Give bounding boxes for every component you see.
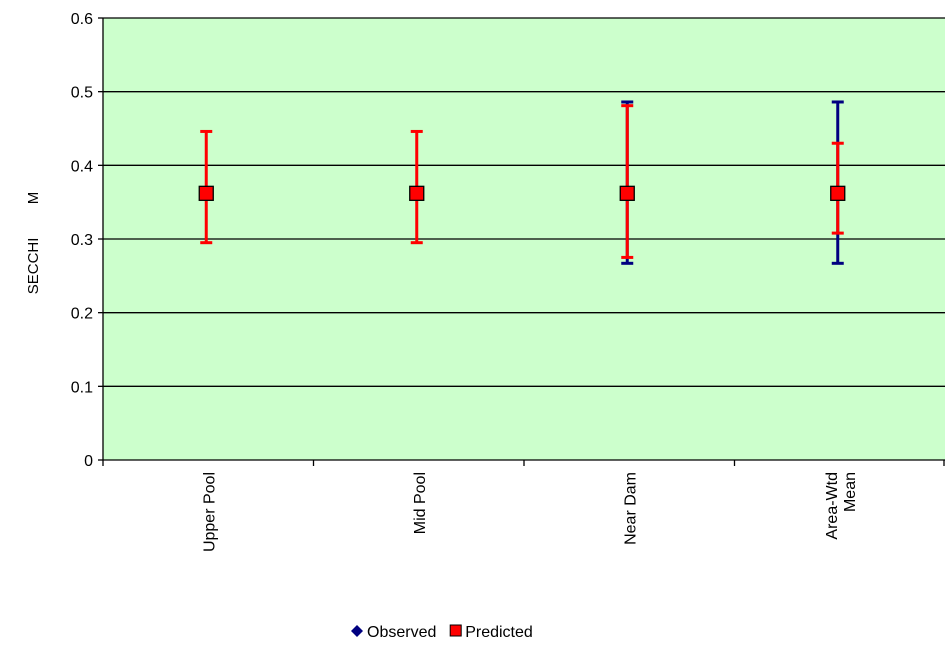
x-tick-label-line: Mid Pool — [412, 472, 429, 534]
legend-marker-diamond — [351, 625, 363, 637]
legend-marker-square — [449, 624, 462, 637]
grid-lines — [103, 17, 945, 387]
x-tick-label-line: Area-Wtd — [824, 472, 841, 540]
y-tick-label: 0.3 — [71, 232, 93, 249]
data-point-predicted — [830, 185, 846, 201]
x-tick-label-line: Near Dam — [622, 472, 639, 545]
y-tick-label: 0.4 — [71, 158, 93, 175]
legend-label: Predicted — [465, 624, 533, 641]
x-tick-labels: Upper Pool Mid Pool Near Dam Area-Wtd Mean — [201, 472, 859, 552]
x-tick-label: Area-Wtd Mean — [824, 472, 859, 540]
legend: Observed Predicted — [351, 624, 533, 641]
data-point-predicted — [409, 185, 425, 201]
x-tick-label: Mid Pool — [412, 472, 429, 534]
x-tick-label: Near Dam — [622, 472, 639, 545]
legend-label: Observed — [367, 624, 436, 641]
axes — [98, 17, 945, 466]
y-axis-label: SECCHI M — [25, 192, 42, 295]
data-point-predicted — [198, 185, 214, 201]
y-tick-label: 0.1 — [71, 379, 93, 396]
y-tick-labels: 0 0.1 0.2 0.3 0.4 0.5 0.6 — [71, 11, 93, 470]
y-tick-label: 0 — [84, 453, 93, 470]
x-tick-label-line: Upper Pool — [201, 472, 218, 552]
data-markers — [198, 185, 846, 201]
y-tick-label: 0.2 — [71, 306, 93, 323]
data-point-predicted — [619, 185, 635, 201]
y-tick-label: 0.6 — [71, 11, 93, 28]
legend-item-predicted: Predicted — [449, 624, 533, 641]
x-tick-label-line: Mean — [842, 472, 859, 512]
error-bar-predicted — [621, 104, 634, 259]
y-tick-label: 0.5 — [71, 85, 93, 102]
legend-item-observed: Observed — [351, 624, 436, 641]
x-tick-label: Upper Pool — [201, 472, 218, 552]
